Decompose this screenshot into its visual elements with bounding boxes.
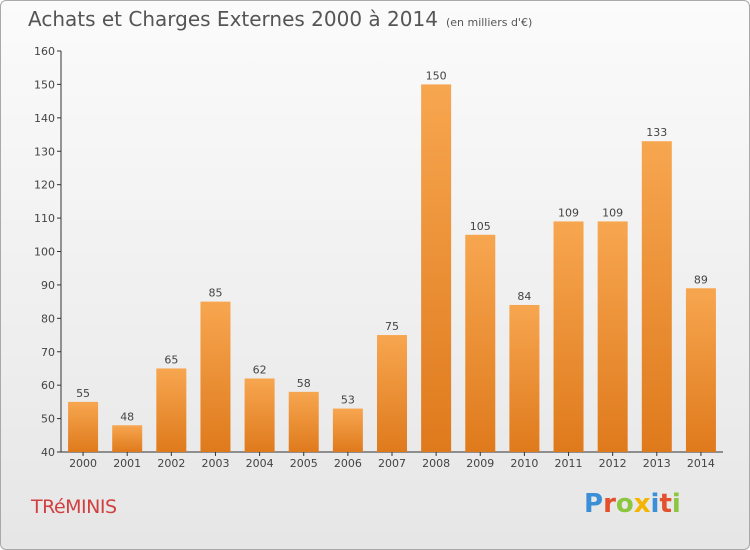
bar [288,391,319,452]
x-tick-label: 2013 [643,457,671,470]
y-tick-label: 130 [34,145,55,158]
bar [156,368,187,452]
logo-letter: i [671,489,681,519]
x-tick-label: 2001 [113,457,141,470]
y-tick-label: 100 [34,246,55,259]
y-tick-label: 60 [41,379,55,392]
x-tick-label: 2012 [599,457,627,470]
x-tick-label: 2011 [555,457,583,470]
proxiti-logo: Proxiti [584,489,681,519]
y-tick-label: 140 [34,112,55,125]
x-tick-label: 2002 [157,457,185,470]
bar [597,221,628,452]
x-tick-label: 2006 [334,457,362,470]
bar [112,425,143,452]
x-tick-label: 2008 [422,457,450,470]
logo-letter: P [584,489,604,519]
bar [332,408,363,452]
commune-name: TRéMINIS [31,496,117,518]
y-tick-label: 160 [34,45,55,58]
x-tick-label: 2010 [510,457,538,470]
data-label: 133 [646,126,667,139]
data-label: 53 [341,394,355,407]
bar [244,378,275,452]
y-tick-label: 110 [34,212,55,225]
bar [685,288,716,452]
y-tick-label: 120 [34,179,55,192]
data-label: 109 [602,206,623,219]
bar [421,84,452,453]
y-tick-label: 50 [41,413,55,426]
x-tick-label: 2004 [246,457,274,470]
x-tick-label: 2000 [69,457,97,470]
data-label: 89 [694,273,708,286]
data-label: 84 [517,290,531,303]
y-tick-label: 90 [41,279,55,292]
data-label: 85 [208,287,222,300]
logo-letter: i [650,489,660,519]
data-label: 55 [76,387,90,400]
bar [553,221,584,452]
bar [377,335,407,452]
data-label: 105 [470,220,491,233]
bar [509,304,540,452]
data-label: 75 [385,320,399,333]
data-label: 65 [164,353,178,366]
logo-letter: x [633,489,651,519]
chart-title: Achats et Charges Externes 2000 à 2014 (e… [28,7,532,31]
y-tick-label: 150 [34,78,55,91]
x-tick-label: 2005 [290,457,318,470]
bar [68,401,99,452]
chart-subtitle: (en milliers d'€) [445,16,533,29]
logo-letter: o [615,489,634,519]
y-tick-label: 70 [41,346,55,359]
data-label: 48 [120,410,134,423]
data-label: 58 [297,377,311,390]
logo-letter: t [659,489,672,519]
x-tick-label: 2009 [466,457,494,470]
logo-letter: r [603,489,616,519]
data-label: 62 [253,363,267,376]
x-tick-label: 2003 [201,457,229,470]
bar [465,234,496,452]
y-tick-label: 80 [41,312,55,325]
bar [200,301,231,452]
title-text: Achats et Charges Externes 2000 à 2014 [28,7,438,31]
x-tick-label: 2014 [687,457,715,470]
data-label: 150 [426,69,447,82]
data-label: 109 [558,206,579,219]
x-tick-label: 2007 [378,457,406,470]
bar [641,141,672,452]
y-tick-label: 40 [41,446,55,459]
